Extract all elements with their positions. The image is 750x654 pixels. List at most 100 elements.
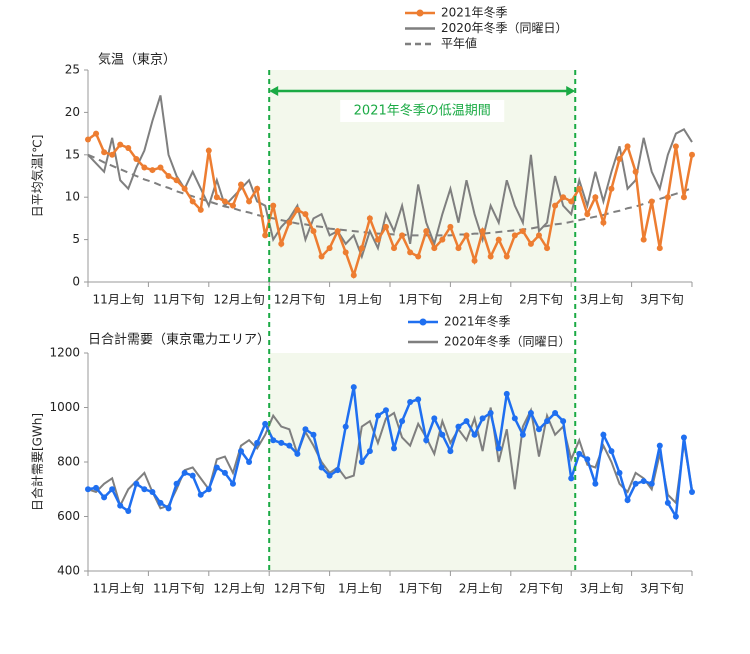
legend-label: 2020年冬季（同曜日） [444,334,571,349]
y-tick-label: 800 [57,455,80,469]
legend-label: 2020年冬季（同曜日） [441,20,568,35]
data-point [165,173,172,179]
data-point [439,236,446,243]
data-point [374,412,381,419]
data-point [157,499,164,506]
data-point [181,185,188,192]
data-point [479,415,486,422]
data-point [648,198,655,205]
data-point [238,181,245,188]
data-point [399,418,406,425]
data-point [246,198,253,205]
data-point [374,236,381,243]
data-point [447,448,454,455]
y-tick-label: 25 [65,63,80,77]
series-line [87,95,693,260]
data-point [181,469,188,476]
data-point [527,409,534,416]
x-tick-label: 11月下旬 [153,582,204,596]
x-tick-label: 3月下旬 [640,293,684,307]
data-point [592,480,599,487]
data-point [221,198,228,205]
data-point [568,198,575,205]
data-point [141,486,148,493]
data-point [552,202,559,209]
data-point [487,253,494,260]
x-tick-label: 1月下旬 [398,582,442,596]
data-point [664,194,671,201]
data-point [535,232,542,239]
data-point [519,228,526,235]
x-tick-label: 1月上旬 [338,293,382,307]
data-point [487,409,494,416]
data-point [262,232,269,239]
data-point [262,420,269,427]
data-point [495,445,502,452]
data-point [350,272,357,279]
data-point [294,450,301,457]
y-tick-label: 1000 [49,400,80,414]
data-point [133,480,140,487]
y-axis-label: 日合計需要[GWh] [30,413,45,511]
data-point [157,164,164,171]
data-point [85,486,91,493]
data-point [141,164,148,171]
data-point [584,456,591,463]
series-line [87,407,693,510]
data-point [149,167,156,174]
data-point [511,232,518,239]
x-tick-label: 2月下旬 [519,293,563,307]
data-point [439,431,446,438]
x-tick-label: 2月下旬 [519,582,563,596]
data-point [511,415,518,422]
data-point [173,480,180,487]
data-point [117,502,124,509]
data-point [455,423,462,430]
span-label-box [340,100,505,122]
data-point [616,156,623,163]
y-axis-label: 日平均気温[℃] [30,135,45,218]
chart-title: 日合計需要（東京電力エリア） [88,332,270,348]
y-tick-label: 400 [57,564,80,578]
y-tick-label: 20 [65,105,80,119]
x-tick-label: 12月上旬 [213,293,264,307]
x-tick-label: 3月下旬 [640,582,684,596]
data-point [560,418,567,425]
data-point [229,480,236,487]
data-point [503,253,510,260]
data-point [576,185,583,192]
data-point [286,219,293,226]
x-tick-label: 12月下旬 [274,293,325,307]
arrow-head [566,86,576,96]
data-point [664,499,671,506]
data-point [407,249,414,256]
data-point [366,448,373,455]
data-point [415,253,422,260]
data-point [334,228,341,235]
x-tick-label: 11月上旬 [93,582,144,596]
data-point [431,245,438,252]
data-point [205,147,212,154]
y-tick-label: 5 [72,232,80,246]
data-point [479,228,486,235]
data-point [117,141,124,148]
data-point [463,232,470,239]
data-point [165,505,172,512]
data-point [463,418,470,425]
data-point [608,448,615,455]
data-point [326,245,333,252]
data-point [334,467,341,474]
data-point [656,442,663,449]
data-point [689,151,695,158]
data-point [640,478,647,485]
data-point [310,228,317,235]
y-tick-label: 600 [57,509,80,523]
y-tick-label: 1200 [49,346,80,360]
x-tick-label: 3月上旬 [580,293,624,307]
x-tick-label: 2月上旬 [459,293,503,307]
data-point [423,228,430,235]
data-point [93,484,100,491]
data-point [672,143,679,150]
data-point [423,437,430,444]
x-tick-label: 11月下旬 [153,293,204,307]
